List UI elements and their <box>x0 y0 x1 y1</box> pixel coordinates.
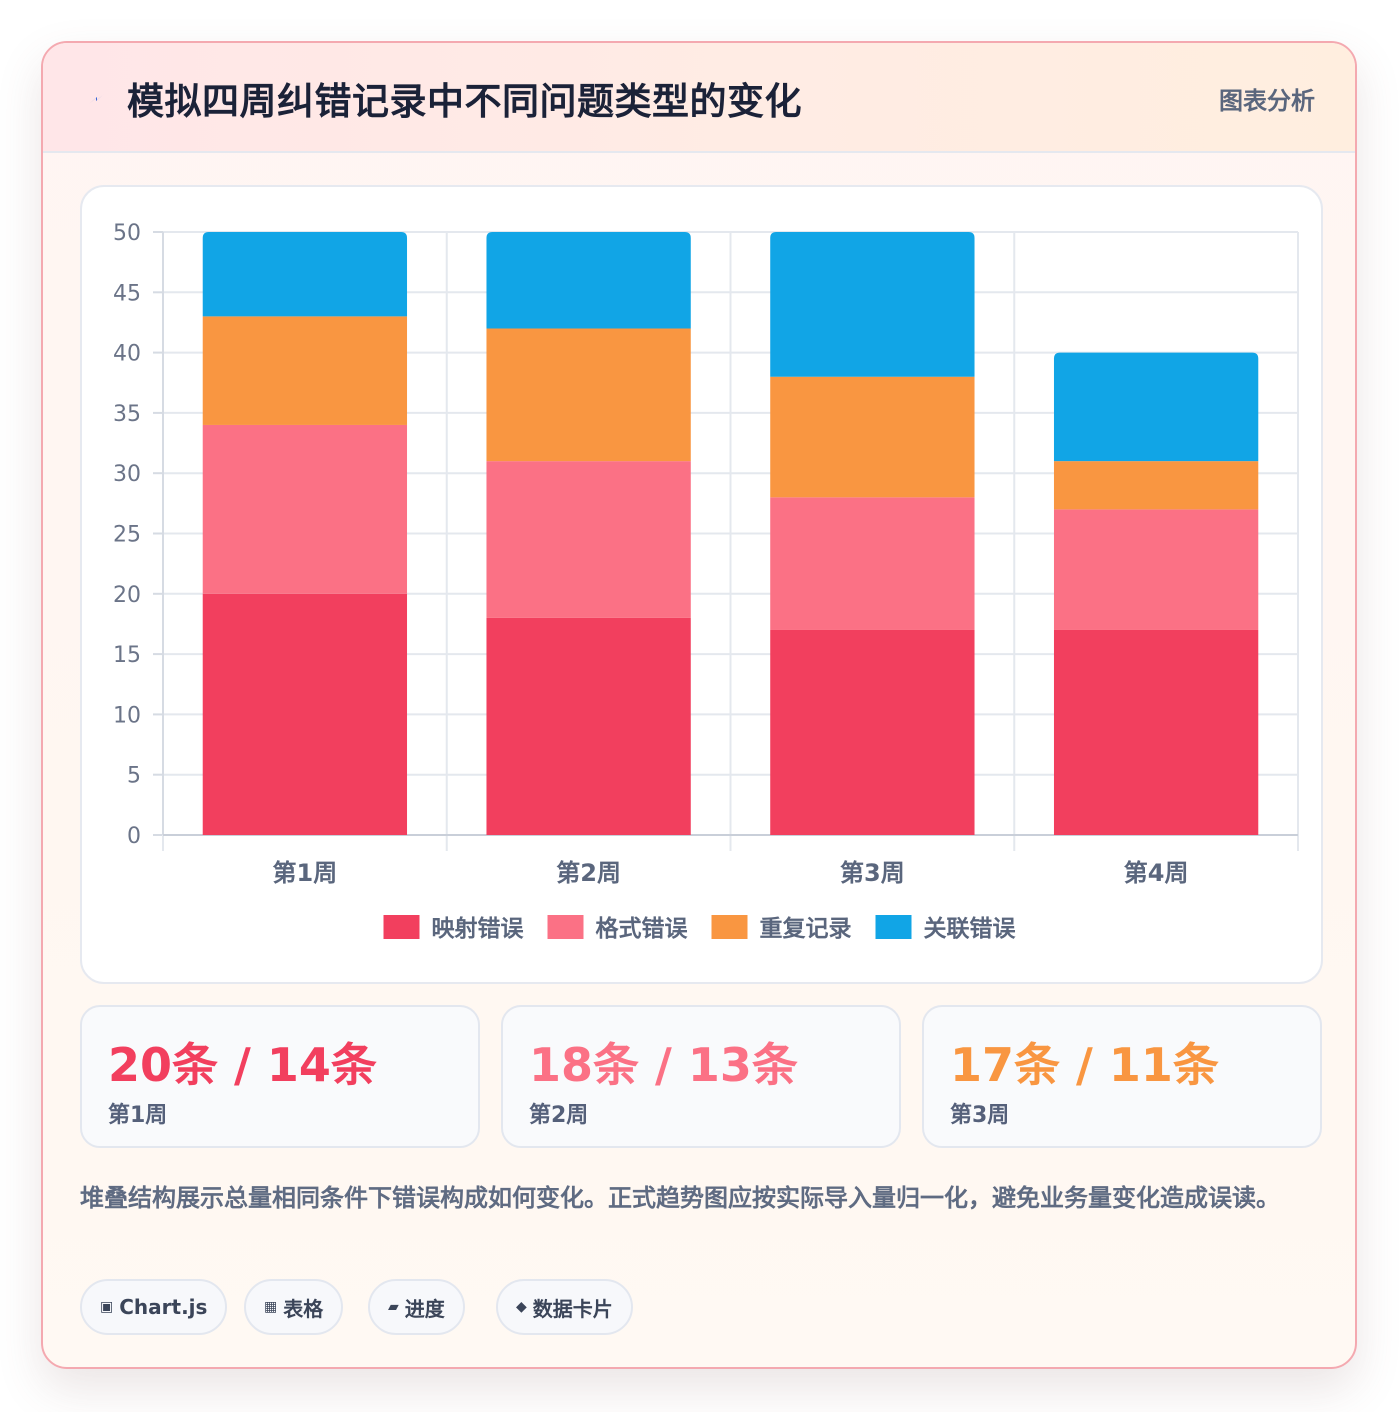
chip-icon: ▣ <box>100 1299 114 1315</box>
pill-label: Chart.js <box>119 1295 208 1319</box>
pill-table[interactable]: ▦ 表格 <box>244 1279 344 1335</box>
bar-segment <box>486 461 691 618</box>
legend-swatch <box>875 915 912 939</box>
y-tick-label: 45 <box>113 281 141 306</box>
y-tick-label: 10 <box>113 703 141 728</box>
y-tick-label: 15 <box>113 643 141 668</box>
x-tick-label: 第3周 <box>840 859 905 887</box>
y-tick-label: 0 <box>127 824 141 849</box>
header-tag: 图表分析 <box>1219 87 1315 115</box>
card-header: 模拟四周纠错记录中不同问题类型的变化 图表分析 <box>43 43 1355 153</box>
page-title: 模拟四周纠错记录中不同问题类型的变化 <box>127 80 802 123</box>
x-tick-label: 第4周 <box>1124 859 1189 887</box>
legend-swatch <box>547 915 584 939</box>
bar-segment <box>770 376 975 498</box>
stat-label: 第2周 <box>529 1103 589 1128</box>
bar-segment <box>202 593 408 835</box>
chart-note: 堆叠结构展示总量相同条件下错误构成如何变化。正式趋势图应按实际导入量归一化，避免… <box>80 1184 1280 1212</box>
pill-progress[interactable]: ▰ 进度 <box>368 1279 465 1335</box>
bar-segment <box>1053 461 1259 510</box>
legend-label: 格式错误 <box>596 915 689 942</box>
stat-card-week1: 20条 / 14条 第1周 <box>80 1005 480 1148</box>
stat-value: 18条 / 13条 <box>529 1038 798 1092</box>
bar-segment <box>486 328 691 462</box>
stat-value: 17条 / 11条 <box>950 1038 1219 1092</box>
legend-label: 关联错误 <box>924 915 1017 942</box>
bar-segment <box>1053 629 1259 835</box>
bar-segment <box>770 232 975 377</box>
legend-swatch <box>383 915 420 939</box>
pill-data-card[interactable]: ◆ 数据卡片 <box>496 1279 633 1335</box>
bar-segment <box>486 232 691 329</box>
stat-value: 20条 / 14条 <box>108 1038 377 1092</box>
y-tick-label: 20 <box>113 583 141 608</box>
y-tick-label: 30 <box>113 462 141 487</box>
bar-segment <box>202 316 408 425</box>
pill-label: 表格 <box>283 1296 324 1321</box>
chart-panel: 0 5 10 15 20 25 30 35 40 45 50 第1周 第2周 第3周 第4周映射错误 格式错误… <box>80 185 1323 984</box>
stat-card-week3: 17条 / 11条 第3周 <box>922 1005 1322 1148</box>
y-tick-label: 25 <box>113 523 141 548</box>
bar-segment <box>202 232 408 317</box>
progress-icon: ▰ <box>388 1299 399 1315</box>
pill-label: 数据卡片 <box>532 1296 613 1321</box>
bar-segment <box>486 617 691 835</box>
legend-swatch <box>711 915 748 939</box>
y-tick-label: 35 <box>113 402 141 427</box>
bar-segment <box>202 424 408 594</box>
y-tick-label: 5 <box>127 764 141 789</box>
stat-label: 第1周 <box>108 1103 168 1128</box>
legend-label: 重复记录 <box>760 916 852 942</box>
pill-label: 进度 <box>404 1296 445 1321</box>
bar-segment <box>1053 352 1259 462</box>
stat-card-week2: 18条 / 13条 第2周 <box>501 1005 901 1148</box>
x-tick-label: 第2周 <box>556 859 621 887</box>
pill-chartjs[interactable]: ▣ Chart.js <box>80 1279 228 1335</box>
lightning-icon <box>89 94 104 104</box>
y-tick-label: 50 <box>113 221 141 246</box>
chart-card: 模拟四周纠错记录中不同问题类型的变化 图表分析 0 5 10 15 20 25 30 35 40… <box>41 41 1357 1369</box>
y-tick-label: 40 <box>113 342 141 367</box>
bar-segment <box>770 497 975 630</box>
x-tick-label: 第1周 <box>273 859 338 887</box>
stat-label: 第3周 <box>950 1103 1010 1128</box>
table-icon: ▦ <box>264 1299 278 1315</box>
legend-label: 映射错误 <box>432 915 525 942</box>
diamond-icon: ◆ <box>516 1299 527 1315</box>
bar-segment <box>770 629 975 835</box>
bar-segment <box>1053 509 1259 630</box>
